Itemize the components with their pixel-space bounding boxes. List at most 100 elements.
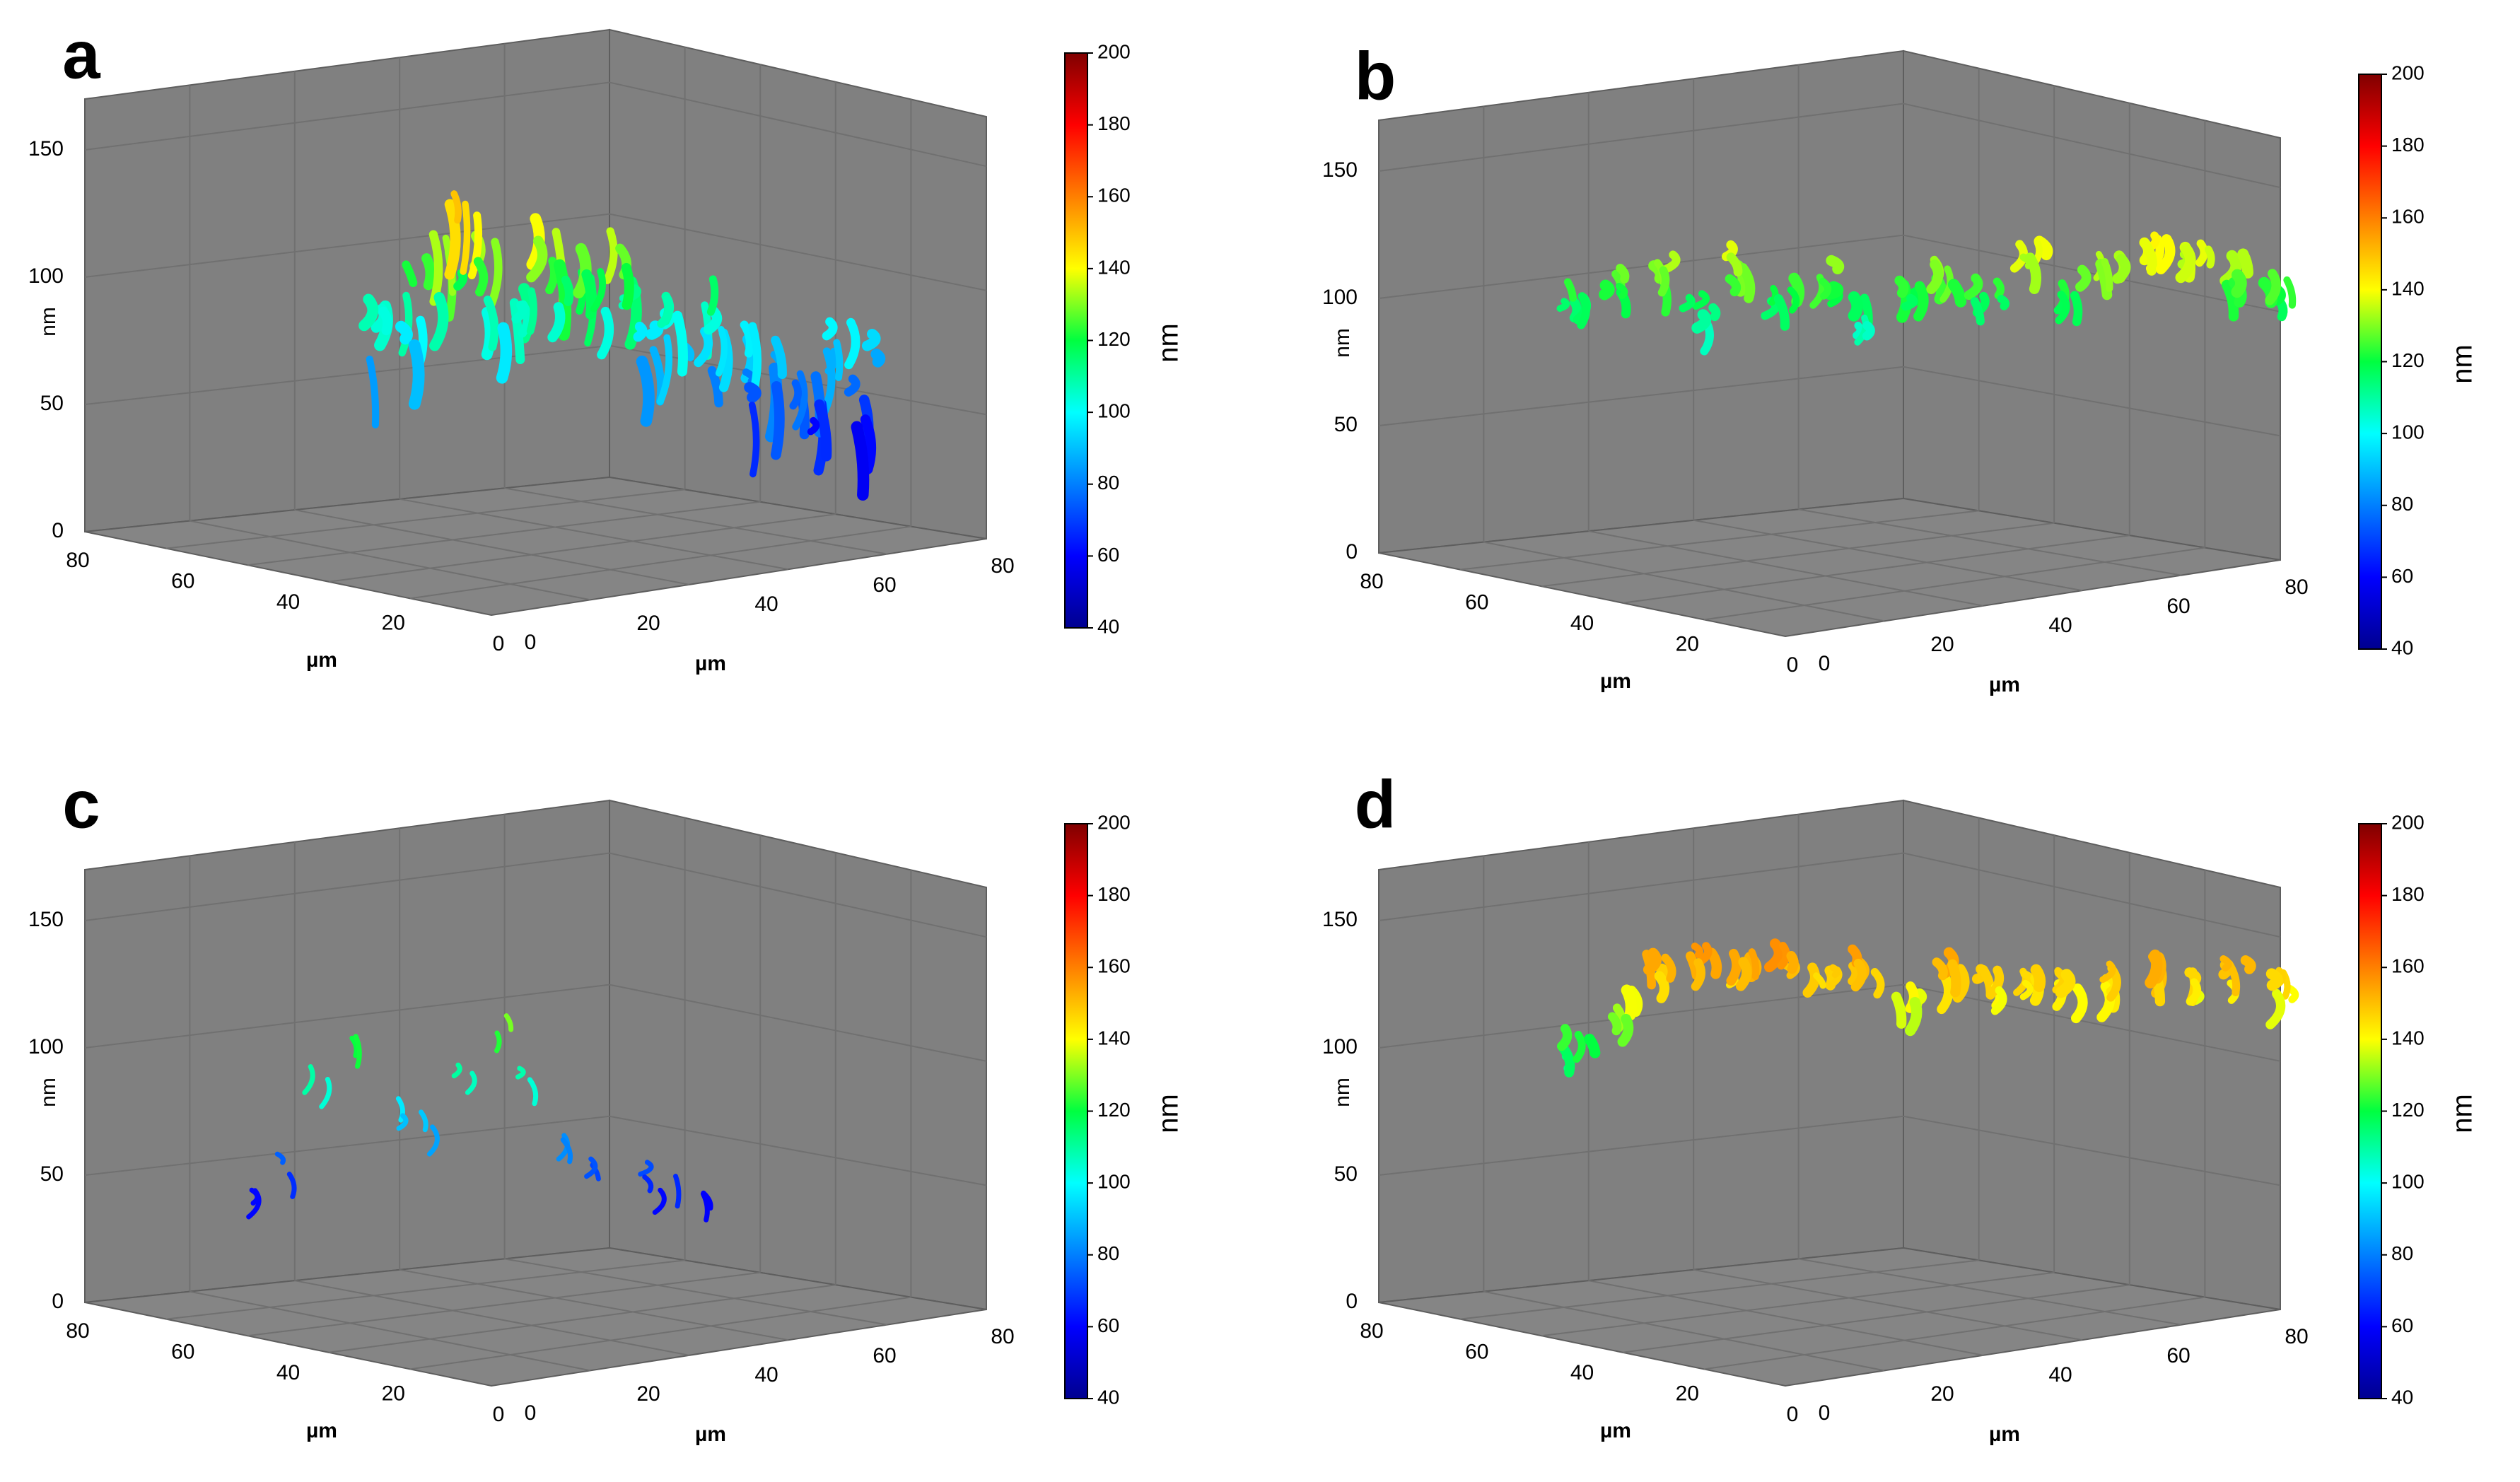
surface-streak — [395, 1096, 405, 1123]
surface-streak — [1557, 1024, 1573, 1051]
grid-line — [1459, 510, 1979, 571]
z-tick-label: 150 — [1322, 158, 1358, 182]
surface-streak — [1819, 277, 1832, 300]
surface-streak — [1556, 298, 1570, 313]
z-tick-label: 50 — [1334, 413, 1358, 436]
surface-streak — [844, 374, 861, 397]
surface-streak — [1952, 964, 1970, 1003]
x-tick-label: 40 — [754, 593, 778, 616]
surface-streak — [807, 416, 820, 436]
surface-streak — [503, 1013, 514, 1032]
surface-streak — [1737, 263, 1756, 303]
grid-line — [247, 501, 761, 566]
surface-streak — [1947, 279, 1967, 308]
z-tick-label: 100 — [28, 264, 64, 288]
z-tick-label: 0 — [52, 519, 64, 542]
surface-streak — [1615, 282, 1628, 300]
left-wall — [1378, 799, 1904, 1304]
surface-streak — [672, 310, 688, 377]
grid-line — [1541, 522, 2055, 588]
surface-streak — [1862, 321, 1875, 341]
x-tick-label: 60 — [873, 573, 896, 597]
y-axis-label: µm — [306, 648, 337, 672]
z-tick-label: 150 — [1322, 908, 1358, 931]
surface-streak — [748, 402, 760, 478]
colorbar-tick-label: 60 — [2391, 565, 2413, 587]
surface-streak — [706, 275, 719, 316]
grid-line — [1693, 519, 2083, 592]
panel-c: c050100150nm806040200µm020406080µm200180… — [28, 766, 1184, 1446]
x-axis-label: µm — [695, 1423, 726, 1446]
x-tick-label: 80 — [2285, 576, 2308, 599]
y-tick-label: 60 — [1465, 1340, 1488, 1363]
surface-streak — [1964, 273, 1983, 301]
z-tick-label: 50 — [1334, 1162, 1358, 1186]
surface-streak — [2099, 960, 2116, 984]
panel-d: d050100150nm806040200µm020406080µm200180… — [1322, 766, 2478, 1446]
grid-line — [294, 1280, 690, 1356]
y-tick-label: 40 — [1570, 1361, 1594, 1384]
surface-streak — [2283, 276, 2297, 309]
colorbar-label: nm — [2447, 1094, 2478, 1133]
surface-streak — [1725, 274, 1742, 297]
surface-streak — [1691, 309, 1712, 334]
surface-streak — [1773, 294, 1790, 331]
grid-line — [504, 1258, 888, 1326]
surface-streak — [1726, 252, 1743, 276]
colorbar — [1064, 823, 1088, 1399]
surface-streak — [1726, 948, 1742, 986]
surface-streak — [701, 1190, 713, 1211]
surface-streak — [1697, 942, 1713, 965]
surface-streak — [861, 328, 881, 351]
surface-streak — [2219, 955, 2232, 972]
surface-streak — [1621, 984, 1637, 1021]
grid-line — [1483, 541, 1885, 622]
surface-streak — [395, 320, 413, 345]
surface-streak — [286, 1172, 297, 1199]
surface-streak — [2071, 983, 2088, 1024]
x-tick-label: 40 — [2048, 1363, 2072, 1387]
surface-streak — [467, 211, 483, 279]
surface-streak — [2019, 979, 2034, 1000]
x-axis-label: µm — [1989, 673, 2020, 696]
panel-label: b — [1355, 38, 1396, 114]
colorbar-tick-label: 120 — [2391, 1099, 2425, 1121]
grid-line — [1703, 547, 2205, 621]
colorbar-tick-label: 40 — [2391, 636, 2413, 658]
y-tick-label: 80 — [1360, 570, 1383, 593]
surface-streak — [1850, 959, 1867, 992]
surface-streak — [2034, 235, 2053, 261]
panel-label: c — [62, 766, 100, 842]
right-wall — [609, 799, 987, 1311]
surface-streak — [353, 1034, 362, 1069]
floor — [84, 1247, 987, 1387]
z-tick-label: 0 — [1346, 540, 1358, 564]
x-tick-label: 0 — [525, 1401, 537, 1425]
surface-streak — [2265, 269, 2281, 305]
surface-streak — [1802, 962, 1821, 998]
surface-streak — [1993, 277, 2005, 300]
surface-streak — [1617, 1013, 1634, 1047]
colorbar-tick-label: 60 — [2391, 1314, 2413, 1336]
x-tick-label: 40 — [2048, 614, 2072, 637]
surface-streak — [844, 317, 861, 370]
panel-a: a050100150nm806040200µm020406080µm200180… — [28, 17, 1184, 675]
colorbar-tick-label: 180 — [2391, 883, 2425, 905]
colorbar-tick-label: 200 — [1097, 811, 1131, 833]
y-tick-label: 40 — [276, 1361, 300, 1384]
surface-streak — [1573, 1030, 1586, 1063]
x-tick-label: 20 — [636, 612, 660, 635]
colorbar-tick-label: 100 — [1097, 1171, 1131, 1193]
surface-streak — [707, 366, 723, 408]
surface-streak — [1947, 959, 1961, 998]
colorbar-tick-label: 140 — [2391, 1027, 2425, 1049]
surface-streak — [771, 335, 787, 380]
surface-streak — [526, 287, 537, 335]
surface-streak — [429, 292, 449, 351]
x-tick-label: 80 — [991, 1325, 1014, 1348]
surface-streak — [2155, 234, 2176, 274]
surface-streak — [1913, 281, 1929, 322]
colorbar-tick-label: 200 — [2391, 811, 2425, 833]
surface-streak — [2145, 949, 2163, 988]
surface-streak — [770, 380, 785, 460]
